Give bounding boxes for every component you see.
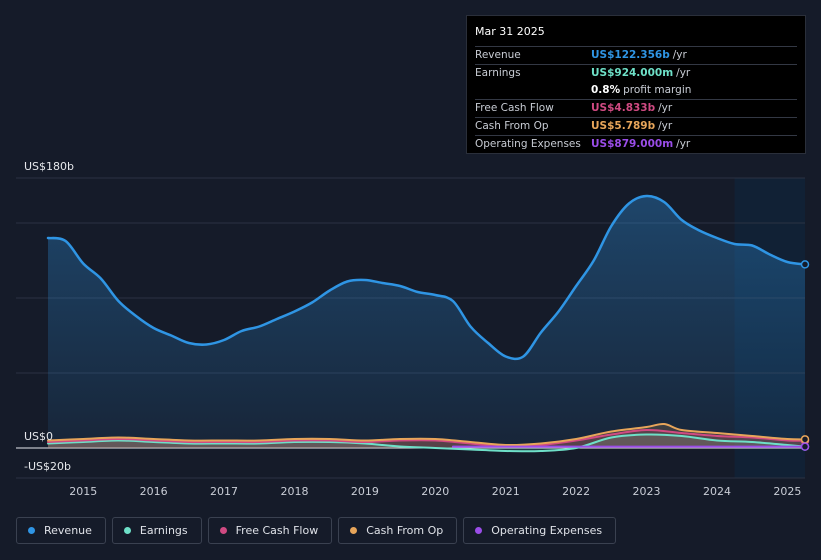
- tooltip-unit: /yr: [676, 138, 691, 150]
- x-tick-label: 2017: [210, 485, 238, 498]
- free-cash-flow-line: [47, 428, 806, 448]
- tooltip-label: Revenue: [475, 49, 521, 61]
- tooltip-label: Operating Expenses: [475, 138, 581, 150]
- legend-item-revenue[interactable]: Revenue: [16, 517, 106, 544]
- legend-label: Operating Expenses: [491, 524, 603, 537]
- tooltip-unit: /yr: [676, 67, 691, 79]
- operating-expenses-end-marker: [800, 442, 810, 451]
- tooltip-label: Free Cash Flow: [475, 102, 554, 114]
- x-tick-label: 2023: [633, 485, 661, 498]
- chart-legend: Revenue Earnings Free Cash Flow Cash Fro…: [16, 517, 617, 544]
- tooltip-value: US$5.789b: [591, 120, 656, 132]
- y-axis-zero-label: US$0: [24, 430, 54, 443]
- tooltip-row-revenue: Revenue US$122.356b /yr: [475, 46, 797, 64]
- tooltip-label: [475, 82, 591, 99]
- revenue-line: [46, 194, 807, 361]
- operating-expenses-dot-icon: [475, 527, 483, 534]
- x-tick-label: 2025: [773, 485, 801, 498]
- revenue-dot-icon: [28, 527, 35, 534]
- end-markers: [800, 260, 810, 451]
- free-cash-flow-dot-icon: [219, 527, 227, 534]
- revenue-area: [48, 195, 805, 448]
- tooltip-value: US$924.000m: [591, 67, 674, 79]
- tooltip-unit: /yr: [658, 120, 673, 132]
- cash-from-op-dot-icon: [350, 527, 358, 534]
- tooltip-unit: /yr: [658, 102, 673, 114]
- x-tick-label: 2022: [562, 485, 590, 498]
- tooltip-row-cash-from-op: Cash From Op US$5.789b /yr: [475, 117, 797, 135]
- tooltip-row-earnings: Earnings US$924.000m /yr: [475, 64, 797, 82]
- y-axis-top-label: US$180b: [24, 160, 75, 173]
- x-tick-label: 2015: [69, 485, 97, 498]
- data-tooltip: Mar 31 2025 Revenue US$122.356b /yr Earn…: [466, 15, 806, 154]
- x-tick-label: 2016: [140, 485, 168, 498]
- cash-from-op-line: [47, 422, 806, 447]
- x-tick-label: 2021: [492, 485, 520, 498]
- financial-chart: 2015 2016 2017 2018 2019 2020 2021 2022 2023 2024…: [16, 177, 810, 498]
- tooltip-value: US$879.000m: [591, 138, 674, 150]
- series-areas: [48, 195, 805, 452]
- cash-from-op-end-marker: [800, 435, 810, 444]
- revenue-end-marker: [800, 260, 810, 269]
- x-tick-label: 2020: [421, 485, 449, 498]
- tooltip-row-operating-expenses: Operating Expenses US$879.000m /yr: [475, 135, 797, 153]
- legend-item-cash-from-op[interactable]: Cash From Op: [338, 517, 458, 544]
- x-axis-ticks: 2015 2016 2017 2018 2019 2020 2021 2022 2023 2024…: [69, 485, 801, 498]
- tooltip-date: Mar 31 2025: [475, 25, 545, 38]
- tooltip-value: 0.8%: [591, 84, 621, 96]
- tooltip-label: Earnings: [475, 67, 521, 79]
- tooltip-label: Cash From Op: [475, 120, 549, 132]
- legend-item-free-cash-flow[interactable]: Free Cash Flow: [207, 517, 333, 544]
- series-lines: [46, 194, 807, 453]
- tooltip-unit: /yr: [672, 49, 687, 61]
- legend-item-operating-expenses[interactable]: Operating Expenses: [463, 517, 617, 544]
- earnings-line: [47, 433, 806, 453]
- earnings-dot-icon: [123, 527, 131, 534]
- tooltip-row-free-cash-flow: Free Cash Flow US$4.833b /yr: [475, 99, 797, 117]
- x-tick-label: 2019: [351, 485, 379, 498]
- x-tick-label: 2018: [280, 485, 308, 498]
- tooltip-value: US$122.356b: [591, 49, 670, 61]
- tooltip-row-profit-margin: 0.8% profit margin: [475, 82, 797, 99]
- legend-label: Cash From Op: [366, 524, 444, 537]
- legend-item-earnings[interactable]: Earnings: [111, 517, 202, 544]
- legend-label: Free Cash Flow: [235, 524, 319, 537]
- tooltip-unit: profit margin: [623, 84, 692, 96]
- tooltip-value: US$4.833b: [591, 102, 656, 114]
- legend-label: Earnings: [139, 524, 188, 537]
- legend-label: Revenue: [44, 524, 92, 537]
- x-tick-label: 2024: [703, 485, 731, 498]
- y-axis-bottom-label: -US$20b: [24, 460, 71, 473]
